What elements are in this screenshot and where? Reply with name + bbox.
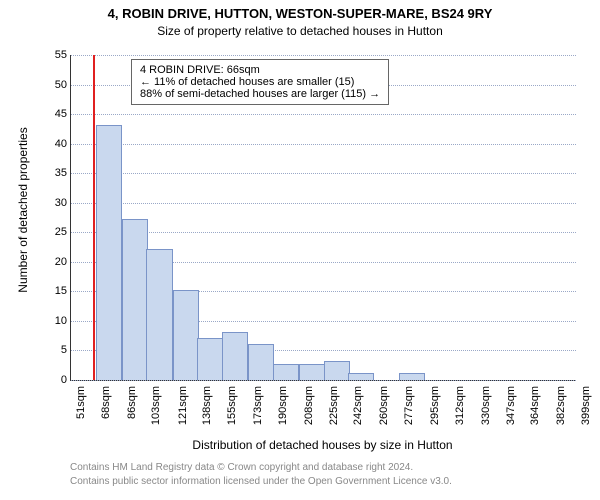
gridline	[71, 114, 576, 115]
x-tick-label: 208sqm	[303, 386, 315, 446]
x-axis-label: Distribution of detached houses by size …	[70, 438, 575, 452]
histogram-bar	[348, 373, 374, 380]
x-tick-label: 295sqm	[429, 386, 441, 446]
x-tick-label: 138sqm	[201, 386, 213, 446]
chart-container: { "title": "4, ROBIN DRIVE, HUTTON, WEST…	[0, 0, 600, 500]
x-tick-label: 242sqm	[352, 386, 364, 446]
x-tick-label: 173sqm	[252, 386, 264, 446]
x-tick-label: 190sqm	[277, 386, 289, 446]
chart-title: 4, ROBIN DRIVE, HUTTON, WESTON-SUPER-MAR…	[0, 6, 600, 21]
gridline	[71, 203, 576, 204]
x-tick-label: 330sqm	[480, 386, 492, 446]
reference-line	[93, 55, 95, 380]
y-tick-label: 0	[41, 374, 67, 386]
gridline	[71, 380, 576, 381]
y-tick-label: 45	[41, 108, 67, 120]
y-tick-label: 55	[41, 49, 67, 61]
legend-line: 4 ROBIN DRIVE: 66sqm	[140, 64, 380, 76]
histogram-bar	[146, 249, 172, 380]
x-tick-label: 103sqm	[150, 386, 162, 446]
x-tick-label: 86sqm	[126, 386, 138, 446]
y-axis-label: Number of detached properties	[16, 60, 30, 360]
y-tick-label: 35	[41, 167, 67, 179]
x-tick-label: 121sqm	[177, 386, 189, 446]
x-tick-label: 382sqm	[555, 386, 567, 446]
histogram-bar	[96, 125, 122, 380]
gridline	[71, 144, 576, 145]
plot-area: 051015202530354045505551sqm68sqm86sqm103…	[70, 55, 576, 381]
y-tick-label: 30	[41, 197, 67, 209]
x-tick-label: 364sqm	[529, 386, 541, 446]
x-tick-label: 68sqm	[100, 386, 112, 446]
x-tick-label: 51sqm	[75, 386, 87, 446]
x-tick-label: 277sqm	[403, 386, 415, 446]
chart-subtitle: Size of property relative to detached ho…	[0, 24, 600, 38]
x-tick-label: 155sqm	[226, 386, 238, 446]
y-tick-label: 20	[41, 256, 67, 268]
histogram-bar	[299, 364, 325, 380]
histogram-bar	[273, 364, 299, 380]
histogram-bar	[122, 219, 148, 380]
y-tick-label: 50	[41, 79, 67, 91]
y-tick-label: 15	[41, 285, 67, 297]
legend-line: 88% of semi-detached houses are larger (…	[140, 88, 380, 100]
y-tick-label: 25	[41, 226, 67, 238]
x-tick-label: 312sqm	[454, 386, 466, 446]
histogram-bar	[173, 290, 199, 380]
legend-box: 4 ROBIN DRIVE: 66sqm← 11% of detached ho…	[131, 59, 389, 105]
y-tick-label: 40	[41, 138, 67, 150]
y-tick-label: 5	[41, 344, 67, 356]
histogram-bar	[324, 361, 350, 380]
histogram-bar	[222, 332, 248, 380]
legend-line: ← 11% of detached houses are smaller (15…	[140, 76, 380, 88]
y-tick-label: 10	[41, 315, 67, 327]
x-tick-label: 399sqm	[580, 386, 592, 446]
gridline	[71, 173, 576, 174]
histogram-bar	[248, 344, 274, 380]
footer-line-2: Contains public sector information licen…	[70, 476, 452, 487]
x-tick-label: 347sqm	[505, 386, 517, 446]
histogram-bar	[399, 373, 425, 380]
footer-line-1: Contains HM Land Registry data © Crown c…	[70, 462, 413, 473]
x-tick-label: 225sqm	[328, 386, 340, 446]
histogram-bar	[197, 338, 223, 380]
gridline	[71, 55, 576, 56]
x-tick-label: 260sqm	[378, 386, 390, 446]
